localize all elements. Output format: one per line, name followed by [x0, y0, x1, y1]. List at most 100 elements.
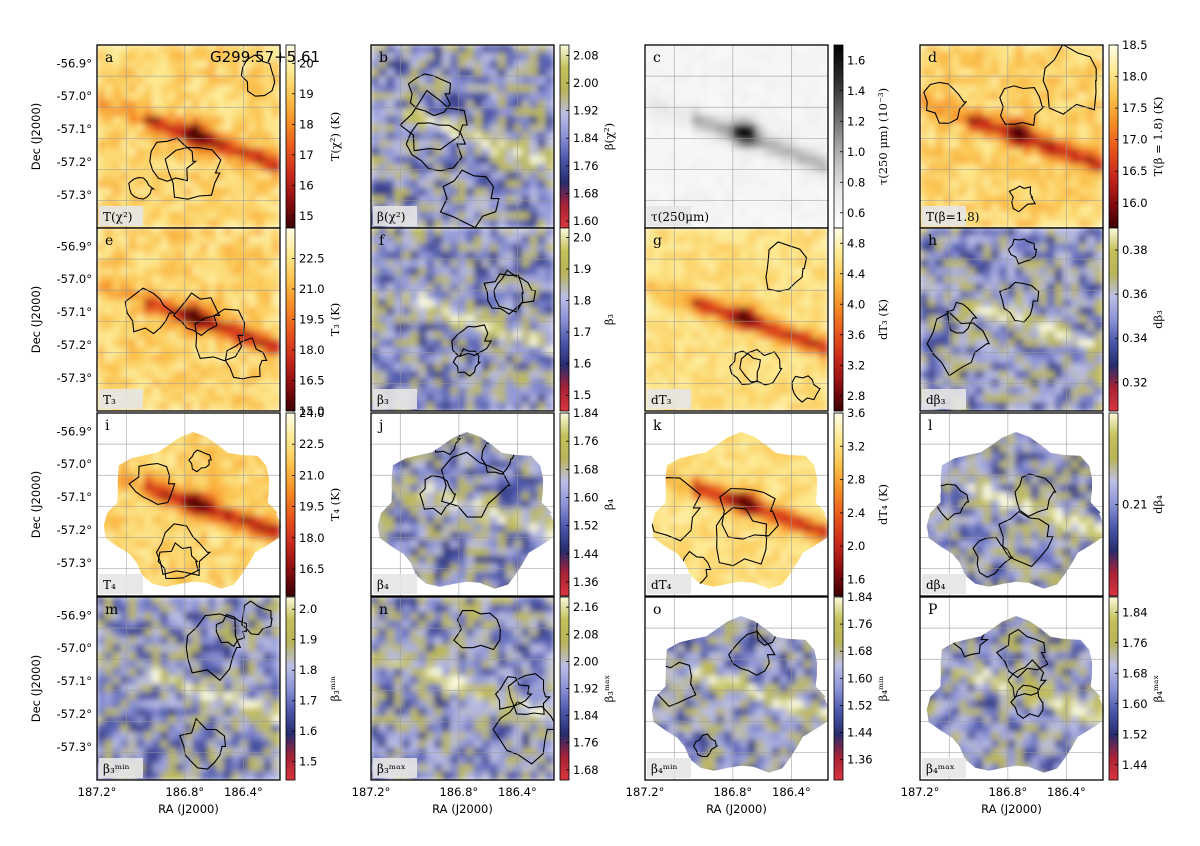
colorbar-title: β₃ᵐᵃˣ	[602, 675, 616, 703]
dec-tick-label: -57.2°	[56, 338, 92, 352]
colorbar-tick-label: 1.68	[1122, 666, 1148, 680]
corner-label: β₄	[373, 574, 417, 594]
colorbar-tick-label: 4.4	[847, 267, 865, 281]
svg-text:β(χ²): β(χ²)	[377, 210, 405, 224]
colorbar-title: dβ₃	[1151, 310, 1165, 329]
svg-text:dβ₃: dβ₃	[926, 393, 946, 407]
source-label: G299.57+5.61	[210, 48, 320, 66]
colorbar-tick-label: 1.2	[847, 114, 865, 128]
ra-tick-label: 186.8°	[439, 785, 478, 799]
colorbar-title: β₃	[602, 313, 616, 325]
colorbar-tick-label: 2.16	[573, 600, 599, 614]
ra-tick-label: 186.4°	[1047, 785, 1086, 799]
dec-tick-label: -57.1°	[56, 122, 92, 136]
colorbar-tick-label: 19.5	[299, 500, 325, 514]
colorbar-tick-label: 1.84	[573, 709, 599, 723]
y-axis-label: Dec (J2000)	[29, 103, 43, 171]
colorbar-title: T(χ²) (K)	[328, 112, 342, 161]
dec-tick-label: -57.0°	[56, 272, 92, 286]
dec-tick-label: -57.3°	[56, 740, 92, 754]
colorbar-tick-label: 1.52	[573, 519, 599, 533]
svg-text:T(β=1.8): T(β=1.8)	[926, 210, 979, 224]
dec-tick-label: -57.2°	[56, 707, 92, 721]
colorbar-tick-label: 1.6	[573, 357, 591, 371]
corner-label: dT₄	[647, 574, 691, 594]
colorbar: 2.01.91.81.71.61.5β₃	[560, 228, 616, 411]
colorbar-title: β₄	[602, 498, 616, 510]
ra-tick-label: 187.2°	[78, 785, 117, 799]
dec-tick-label: -57.1°	[56, 490, 92, 504]
colorbar-tick-label: 19	[299, 87, 314, 101]
colorbar-tick-label: 3.2	[847, 358, 865, 372]
colorbar-tick-label: 16.5	[299, 374, 325, 388]
colorbar-tick-label: 17.5	[1122, 101, 1148, 115]
panel-letter: k	[653, 418, 662, 434]
heatmap-image	[97, 597, 281, 781]
dec-tick-label: -57.3°	[56, 371, 92, 385]
colorbar-tick-label: 16	[299, 178, 314, 192]
colorbar-tick-label: 1.5	[299, 755, 317, 769]
colorbar-tick-label: 1.36	[847, 753, 873, 767]
colorbar-tick-label: 1.76	[573, 159, 599, 173]
panel-letter: a	[105, 50, 113, 66]
corner-label: T₄	[99, 574, 143, 594]
colorbar-tick-label: 22.5	[299, 437, 325, 451]
colorbar-tick-label: 1.84	[1122, 605, 1148, 619]
colorbar-tick-label: 0.34	[1122, 331, 1148, 345]
dec-tick-label: -56.9°	[56, 424, 92, 438]
dec-tick-label: -57.0°	[56, 457, 92, 471]
corner-label: β₃ᵐᵃˣ	[373, 758, 417, 778]
colorbar-tick-label: 2.08	[573, 627, 599, 641]
y-axis-label: Dec (J2000)	[29, 655, 43, 723]
colorbar-title: β₃ᵐⁱⁿ	[328, 676, 342, 702]
colorbar-tick-label: 1.0	[847, 145, 865, 159]
y-axis-label: Dec (J2000)	[29, 286, 43, 354]
colorbar-tick-label: 1.6	[847, 572, 865, 586]
x-axis-label: RA (J2000)	[432, 802, 493, 816]
x-axis-label: RA (J2000)	[981, 802, 1042, 816]
corner-label: β₃	[373, 389, 417, 409]
panel-letter: o	[653, 602, 661, 618]
dec-tick-label: -57.0°	[56, 89, 92, 103]
colorbar-tick-label: 15	[299, 209, 314, 223]
colorbar-tick-label: 1.8	[573, 294, 591, 308]
dec-tick-label: -56.9°	[56, 56, 92, 70]
colorbar-tick-label: 2.0	[299, 602, 317, 616]
colorbar-title: T(β = 1.8) (K)	[1151, 97, 1165, 177]
colorbar-tick-label: 1.68	[847, 644, 873, 658]
colorbar-tick-label: 18.0	[299, 343, 325, 357]
ra-tick-label: 186.4°	[498, 785, 537, 799]
colorbar-tick-label: 1.4	[847, 84, 865, 98]
colorbar-tick-label: 17	[299, 148, 314, 162]
svg-text:β₃: β₃	[377, 393, 389, 407]
panel-letter: h	[928, 233, 937, 249]
heatmap-image	[371, 597, 558, 781]
colorbar-tick-label: 18	[299, 117, 314, 131]
colorbar-tick-label: 16.0	[1122, 196, 1148, 210]
colorbar-tick-label: 1.52	[1122, 727, 1148, 741]
svg-text:T₃: T₃	[103, 393, 116, 407]
colorbar-tick-label: 1.44	[1122, 758, 1148, 772]
colorbar-tick-label: 1.9	[573, 262, 591, 276]
colorbar-title: τ(250 μm) (10⁻³)	[876, 88, 890, 185]
dec-tick-label: -57.0°	[56, 641, 92, 655]
colorbar-tick-label: 1.60	[1122, 697, 1148, 711]
panel-c: cτ(250μm)1.61.41.21.00.80.6τ(250 μm) (10…	[645, 45, 891, 229]
colorbar-tick-label: 1.8	[299, 663, 317, 677]
colorbar-tick-label: 0.6	[847, 206, 865, 220]
panel-letter: d	[928, 50, 937, 66]
